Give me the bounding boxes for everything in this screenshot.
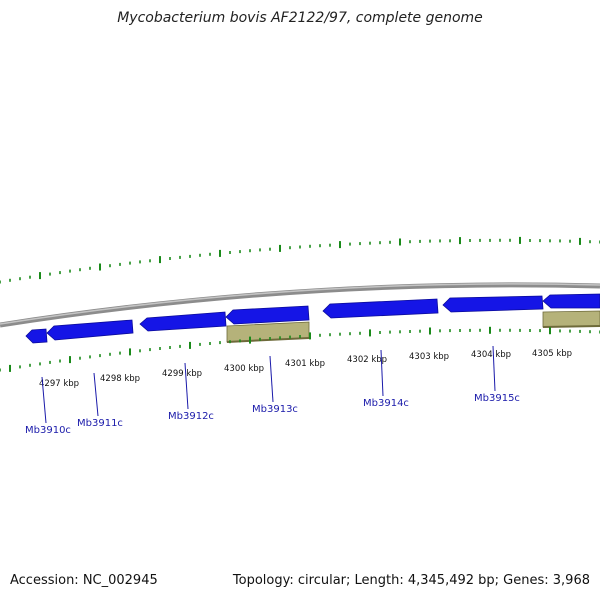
feature-block[interactable] [542, 310, 600, 328]
scale-labels: 4297 kbp 4298 kbp 4299 kbp 4300 kbp 4301… [39, 349, 572, 389]
genome-backbone [0, 282, 600, 328]
gene-labels: Mb3910c Mb3911c Mb3912c Mb3913c Mb3914c … [25, 393, 520, 436]
gene-arrow[interactable] [46, 319, 134, 341]
gene-label[interactable]: Mb3911c [77, 418, 123, 429]
outer-tick-row [0, 236, 600, 284]
genome-backbone-highlight [0, 283, 600, 325]
scale-label: 4302 kbp [347, 355, 387, 365]
leader-line [41, 376, 47, 424]
gene-label[interactable]: Mb3913c [252, 404, 298, 415]
gene-label-leaders [41, 345, 496, 424]
scale-label: 4299 kbp [162, 369, 202, 379]
leader-line [380, 349, 384, 397]
scale-label: 4303 kbp [409, 352, 449, 362]
feature-block-edge [542, 325, 600, 328]
leader-line [492, 345, 496, 392]
genome-title: Mycobacterium bovis AF2122/97, complete … [117, 10, 483, 26]
scale-label: 4297 kbp [39, 379, 79, 389]
gene-arrow[interactable] [322, 298, 439, 319]
scale-label: 4300 kbp [224, 364, 264, 374]
leader-line [184, 362, 189, 410]
leader-line [269, 355, 274, 403]
scale-label: 4301 kbp [285, 359, 325, 369]
gene-arrow[interactable] [25, 328, 48, 344]
leader-line [93, 372, 99, 417]
gene-arrow[interactable] [139, 311, 227, 332]
gene-track [25, 293, 600, 344]
gene-label[interactable]: Mb3914c [363, 398, 409, 409]
inner-tick-row [0, 326, 600, 372]
accession-text: Accession: NC_002945 [10, 573, 158, 588]
gene-label[interactable]: Mb3912c [168, 411, 214, 422]
gene-arrow[interactable] [542, 293, 600, 309]
scale-label: 4298 kbp [100, 374, 140, 384]
gene-label[interactable]: Mb3915c [474, 393, 520, 404]
gene-arrow[interactable] [225, 305, 310, 325]
scale-label: 4304 kbp [471, 350, 511, 360]
gene-arrow[interactable] [442, 295, 544, 313]
scale-label: 4305 kbp [532, 349, 572, 359]
gene-label[interactable]: Mb3910c [25, 425, 71, 436]
genome-summary-text: Topology: circular; Length: 4,345,492 bp… [232, 573, 590, 588]
